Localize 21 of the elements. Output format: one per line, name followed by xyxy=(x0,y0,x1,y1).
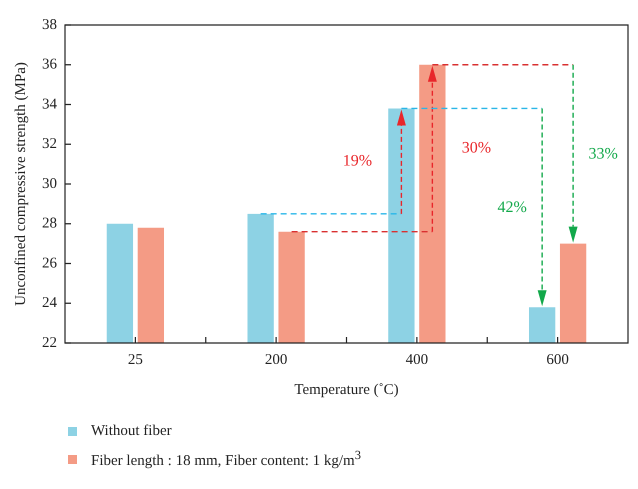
annotation: 30% xyxy=(462,139,492,156)
x-axis-title: Temperature (˚C) xyxy=(294,382,399,398)
x-tick-label: 400 xyxy=(406,352,428,368)
y-tick-label: 22 xyxy=(42,334,57,351)
y-axis-title: Unconfined compressive strength (MPa) xyxy=(12,62,29,306)
y-tick-label: 24 xyxy=(42,295,58,312)
x-tick-label: 200 xyxy=(264,352,288,368)
y-tick-label: 26 xyxy=(42,255,58,272)
legend-label: Fiber length : 18 mm, Fiber content: 1 kg/m$^{3}$ xyxy=(91,448,361,470)
y-tick-label: 36 xyxy=(42,56,58,73)
annotation: 33% xyxy=(588,145,618,162)
annotation: 42% xyxy=(497,199,527,216)
x-tick-label: 25 xyxy=(128,352,143,368)
y-tick-label: 30 xyxy=(42,176,57,192)
y-tick-label: 38 xyxy=(42,16,57,33)
y-tick-label: 32 xyxy=(42,136,57,152)
annotation: 19% xyxy=(342,152,372,170)
x-tick-label: 600 xyxy=(546,352,569,368)
legend-label: Without fiber xyxy=(91,423,172,440)
y-tick-label: 34 xyxy=(42,96,58,112)
y-tick-label: 28 xyxy=(42,216,57,232)
